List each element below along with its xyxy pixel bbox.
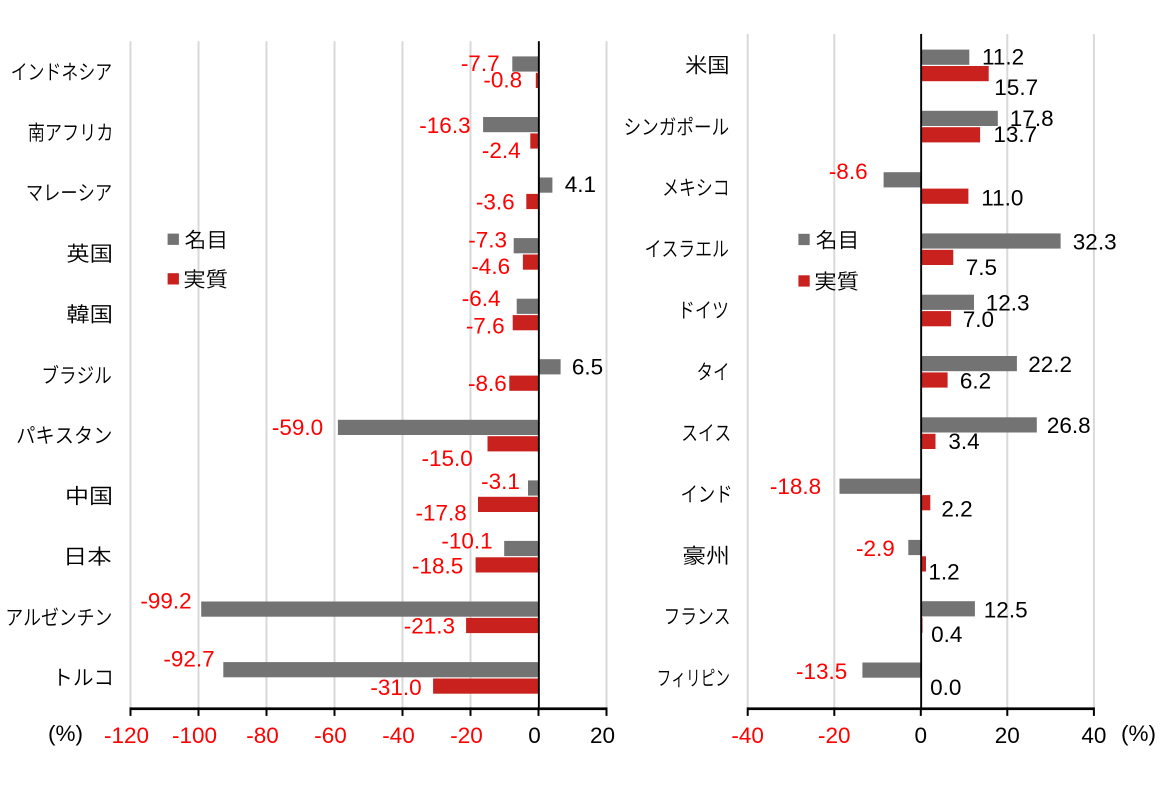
svg-text:-7.3: -7.3: [468, 228, 507, 253]
svg-text:0: 0: [528, 723, 541, 748]
svg-text:-16.3: -16.3: [419, 113, 470, 138]
svg-text:-18.5: -18.5: [412, 553, 463, 578]
svg-text:-7.6: -7.6: [466, 313, 505, 338]
svg-text:-4.6: -4.6: [471, 254, 510, 279]
svg-text:-10.1: -10.1: [441, 528, 492, 553]
svg-text:0: 0: [915, 723, 928, 748]
svg-text:13.7: 13.7: [993, 122, 1037, 147]
svg-text:-92.7: -92.7: [163, 646, 214, 671]
svg-text:-20: -20: [818, 723, 851, 748]
svg-text:32.3: 32.3: [1073, 229, 1117, 254]
svg-text:-2.9: -2.9: [856, 536, 895, 561]
svg-text:-3.6: -3.6: [476, 190, 515, 215]
svg-text:-13.5: -13.5: [796, 659, 847, 684]
svg-text:-8.6: -8.6: [829, 159, 868, 184]
svg-text:20: 20: [590, 723, 615, 748]
svg-text:7.0: 7.0: [963, 307, 994, 332]
svg-text:1.2: 1.2: [928, 560, 959, 585]
svg-text:(%): (%): [48, 721, 83, 746]
svg-text:-15.0: -15.0: [422, 446, 473, 471]
svg-text:40: 40: [1081, 723, 1106, 748]
svg-text:-21.3: -21.3: [404, 614, 455, 639]
svg-text:15.7: 15.7: [994, 75, 1038, 100]
svg-text:26.8: 26.8: [1047, 413, 1091, 438]
svg-text:4.1: 4.1: [565, 172, 596, 197]
svg-text:-99.2: -99.2: [140, 589, 191, 614]
svg-text:12.5: 12.5: [984, 597, 1028, 622]
svg-text:-60: -60: [314, 723, 347, 748]
svg-text:-6.4: -6.4: [462, 286, 501, 311]
svg-text:3.4: 3.4: [948, 429, 979, 454]
svg-text:-0.8: -0.8: [483, 67, 522, 92]
svg-text:-40: -40: [731, 723, 764, 748]
svg-text:7.5: 7.5: [966, 255, 997, 280]
svg-text:-8.6: -8.6: [468, 371, 507, 396]
svg-text:0.0: 0.0: [930, 675, 961, 700]
svg-text:-31.0: -31.0: [370, 675, 421, 700]
svg-text:12.3: 12.3: [986, 291, 1030, 316]
svg-text:-40: -40: [382, 723, 415, 748]
svg-text:11.2: 11.2: [982, 45, 1024, 70]
svg-text:17.8: 17.8: [1010, 106, 1054, 131]
svg-text:-100: -100: [172, 723, 217, 748]
svg-text:0.4: 0.4: [931, 622, 962, 647]
svg-text:-20: -20: [450, 723, 483, 748]
svg-text:-17.8: -17.8: [416, 500, 467, 525]
svg-text:-80: -80: [246, 723, 279, 748]
svg-text:-120: -120: [104, 723, 149, 748]
svg-text:2.2: 2.2: [941, 496, 972, 521]
svg-text:-18.8: -18.8: [770, 474, 821, 499]
svg-text:(%): (%): [1121, 721, 1156, 746]
svg-text:-7.7: -7.7: [461, 51, 500, 76]
svg-text:22.2: 22.2: [1028, 352, 1072, 377]
svg-text:-59.0: -59.0: [272, 415, 323, 440]
svg-text:-2.4: -2.4: [482, 138, 521, 163]
svg-text:20: 20: [995, 723, 1020, 748]
svg-text:6.5: 6.5: [572, 354, 603, 379]
svg-text:-3.1: -3.1: [481, 469, 520, 494]
svg-text:11.0: 11.0: [981, 185, 1023, 210]
svg-text:6.2: 6.2: [960, 369, 991, 394]
